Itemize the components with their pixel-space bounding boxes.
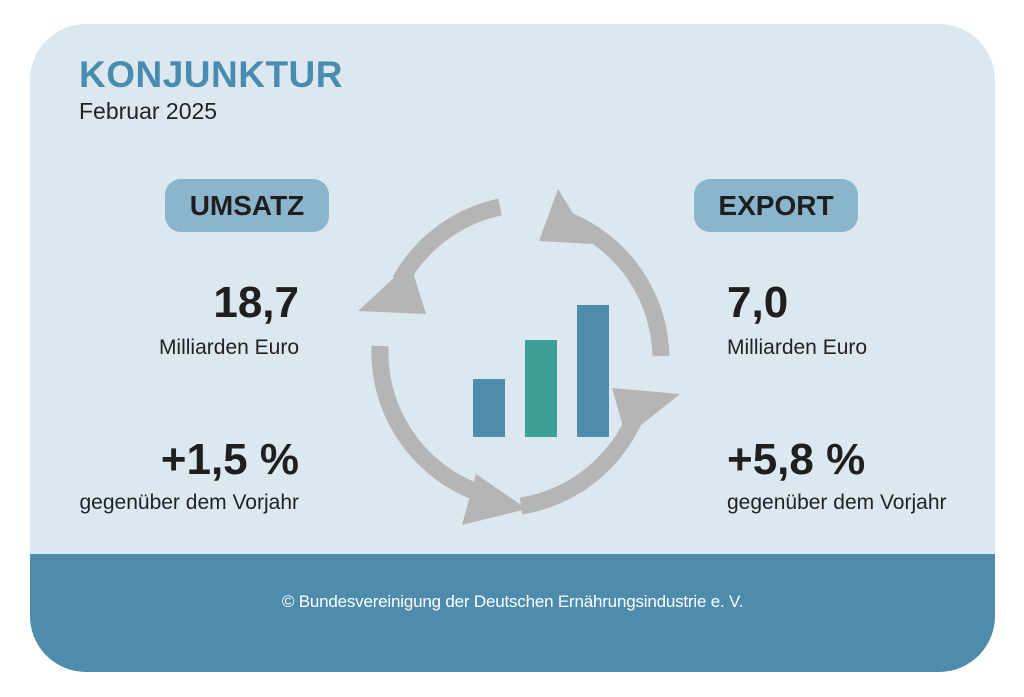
- bar-chart-icon: [473, 305, 609, 437]
- umsatz-badge: UMSATZ: [165, 179, 329, 232]
- arrowhead-left: [358, 263, 426, 314]
- arrowhead-top: [539, 189, 592, 244]
- cycle-arrow-top-left: [392, 198, 502, 286]
- cycle-arrows: [371, 198, 670, 515]
- umsatz-change: +1,5 %: [160, 435, 299, 484]
- cycle-arrowheads: [358, 189, 680, 525]
- umsatz-unit: Milliarden Euro: [158, 336, 299, 359]
- export-unit: Milliarden Euro: [727, 336, 868, 359]
- page-subtitle: Februar 2025: [79, 98, 218, 124]
- page-title: KONJUNKTUR: [79, 54, 343, 95]
- export-change: +5,8 %: [727, 435, 866, 484]
- arrowhead-right: [612, 388, 680, 437]
- copyright-text: © Bundesvereinigung der Deutschen Ernähr…: [281, 592, 744, 611]
- cycle-arrow-bottom-left: [371, 345, 485, 503]
- footer-band: © Bundesvereinigung der Deutschen Ernähr…: [30, 554, 995, 672]
- infographic-card: KONJUNKTUR Februar 2025 UMSATZ EXPORT 18…: [30, 24, 995, 672]
- growth-cycle-icon: [358, 189, 680, 525]
- export-badge: EXPORT: [694, 179, 858, 232]
- export-comparison: gegenüber dem Vorjahr: [727, 491, 947, 514]
- arrowhead-bottom: [462, 474, 527, 525]
- umsatz-value: 18,7: [213, 278, 299, 327]
- umsatz-comparison: gegenüber dem Vorjahr: [79, 491, 300, 514]
- icon-bar-large: [577, 305, 609, 437]
- icon-bar-small: [473, 379, 505, 437]
- cycle-arrow-top-right: [565, 213, 670, 357]
- icon-bar-medium: [525, 340, 557, 437]
- export-value: 7,0: [727, 278, 789, 327]
